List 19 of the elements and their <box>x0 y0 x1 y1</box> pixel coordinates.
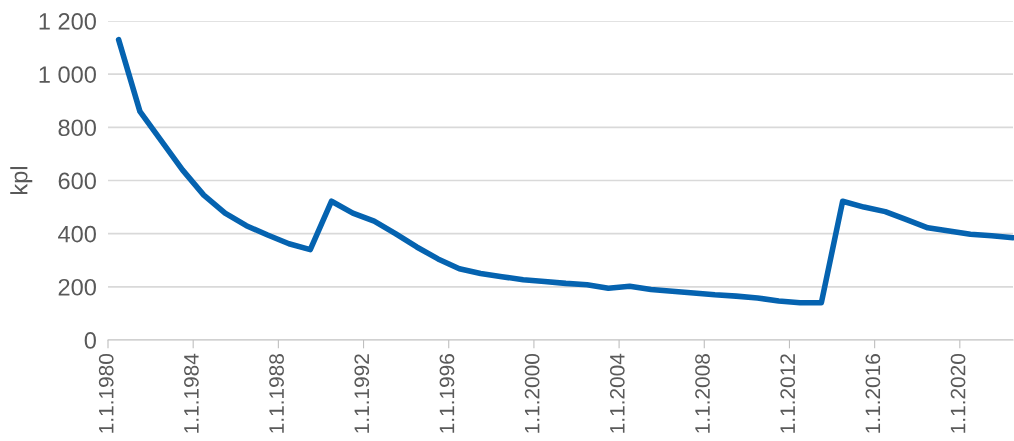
x-tick-label: 1.1.2004 <box>609 353 625 433</box>
y-axis-title: kpl <box>10 166 33 194</box>
y-tick-label: 1 000 <box>39 66 96 83</box>
y-tick-label: 400 <box>58 225 96 243</box>
x-tick-label: 1.1.1980 <box>98 354 114 433</box>
x-tick-label: 1.1.2012 <box>780 354 796 433</box>
y-tick-label: 1 200 <box>39 13 96 30</box>
x-tick-label: 1.1.1992 <box>354 354 370 433</box>
x-tick-label: 1.1.1996 <box>439 354 455 433</box>
y-tick-label: 0 <box>84 332 96 349</box>
x-tick-label: 1.1.1984 <box>184 353 199 433</box>
y-tick-label: 200 <box>58 278 96 296</box>
x-tick-label: 1.1.2016 <box>865 354 881 433</box>
x-tick-label: 1.1.2020 <box>950 354 966 433</box>
x-tick-label: 1.1.2008 <box>695 354 710 433</box>
x-tick-label: 1.1.1988 <box>269 354 284 433</box>
x-tick-label: 1.1.2000 <box>524 354 540 433</box>
y-tick-label: 600 <box>58 172 96 190</box>
y-tick-label: 800 <box>58 119 96 137</box>
